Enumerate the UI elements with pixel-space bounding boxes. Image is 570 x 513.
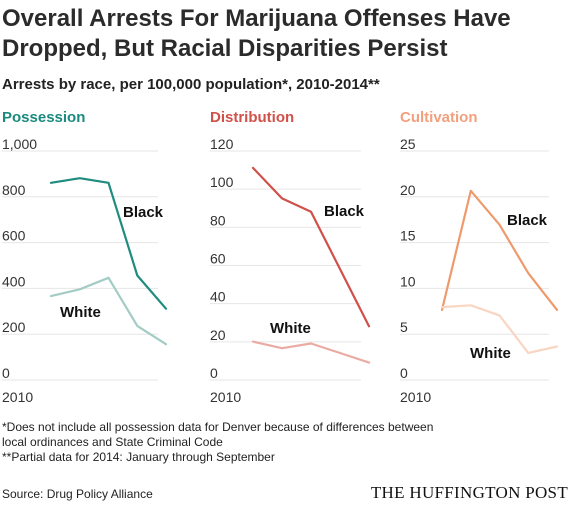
distribution-y-tick-label: 60 (210, 251, 226, 267)
possession-white-line (49, 276, 168, 346)
distribution-panel-title: Distribution (210, 109, 294, 126)
cultivation-white-label: White (470, 345, 511, 362)
cultivation-y-tick-label: 5 (400, 319, 408, 335)
possession-y-tick-label: 1,000 (2, 136, 37, 152)
cultivation-white-line (440, 304, 559, 354)
distribution-y-tick-label: 0 (210, 365, 218, 381)
possession-y-tick-label: 200 (2, 319, 26, 335)
chart-subtitle: Arrests by race, per 100,000 population*… (2, 76, 380, 93)
distribution-white-line (251, 340, 371, 364)
title-line-1: Overall Arrests For Marijuana Offenses H… (2, 5, 511, 32)
title-line-2: Dropped, But Racial Disparities Persist (2, 35, 448, 62)
footnote-line-1: *Does not include all possession data fo… (2, 420, 434, 434)
footnotes: *Does not include all possession data fo… (2, 420, 433, 465)
distribution-white-label: White (270, 320, 311, 337)
cultivation-y-tick-label: 10 (400, 273, 416, 289)
possession-y-tick-label: 600 (2, 228, 26, 244)
possession-y-tick-label: 400 (2, 273, 26, 289)
cultivation-y-tick-label: 20 (400, 182, 416, 198)
distribution-y-tick-label: 120 (210, 136, 234, 152)
cultivation-y-tick-label: 15 (400, 228, 416, 244)
possession-y-tick-label: 0 (2, 365, 10, 381)
cultivation-black-line (440, 189, 559, 311)
page-title: Overall Arrests For Marijuana Offenses H… (2, 4, 568, 64)
cultivation-y-tick-label: 0 (400, 365, 408, 381)
possession-panel-title: Possession (2, 109, 85, 126)
distribution-y-tick-label: 100 (210, 174, 234, 190)
distribution-y-tick-label: 20 (210, 327, 226, 343)
footnote-line-3: **Partial data for 2014: January through… (2, 450, 275, 464)
possession-black-line (49, 177, 168, 310)
possession-white-label: White (60, 304, 101, 321)
source-note: Source: Drug Policy Alliance (2, 487, 153, 501)
cultivation-y-tick-label: 25 (400, 136, 416, 152)
possession-x-tick-label: 2010 (2, 389, 33, 405)
cultivation-panel-title: Cultivation (400, 109, 478, 126)
distribution-y-tick-label: 80 (210, 212, 226, 228)
possession-black-label: Black (123, 204, 164, 221)
publisher-logo: THE HUFFINGTON POST (370, 483, 568, 502)
cultivation-black-label: Black (507, 212, 548, 229)
distribution-black-line (251, 166, 371, 328)
cultivation-x-tick-label: 2010 (400, 389, 431, 405)
footnote-line-2: local ordinances and State Criminal Code (2, 435, 223, 449)
distribution-y-tick-label: 40 (210, 289, 226, 305)
distribution-black-label: Black (324, 203, 365, 220)
distribution-x-tick-label: 2010 (210, 389, 241, 405)
possession-y-tick-label: 800 (2, 182, 26, 198)
small-multiples-chart: Possession02004006008001,0002010BlackWhi… (2, 109, 559, 405)
